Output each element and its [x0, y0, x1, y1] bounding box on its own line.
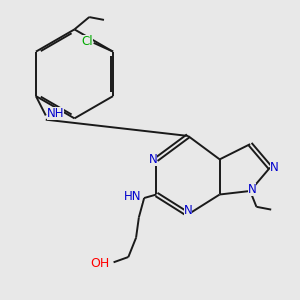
Text: N: N — [270, 161, 279, 174]
Text: OH: OH — [91, 256, 110, 269]
Text: N: N — [148, 153, 157, 166]
Text: Cl: Cl — [82, 34, 93, 48]
Text: NH: NH — [47, 107, 64, 120]
Text: HN: HN — [124, 190, 142, 203]
Text: N: N — [248, 183, 256, 196]
Text: N: N — [184, 204, 192, 217]
